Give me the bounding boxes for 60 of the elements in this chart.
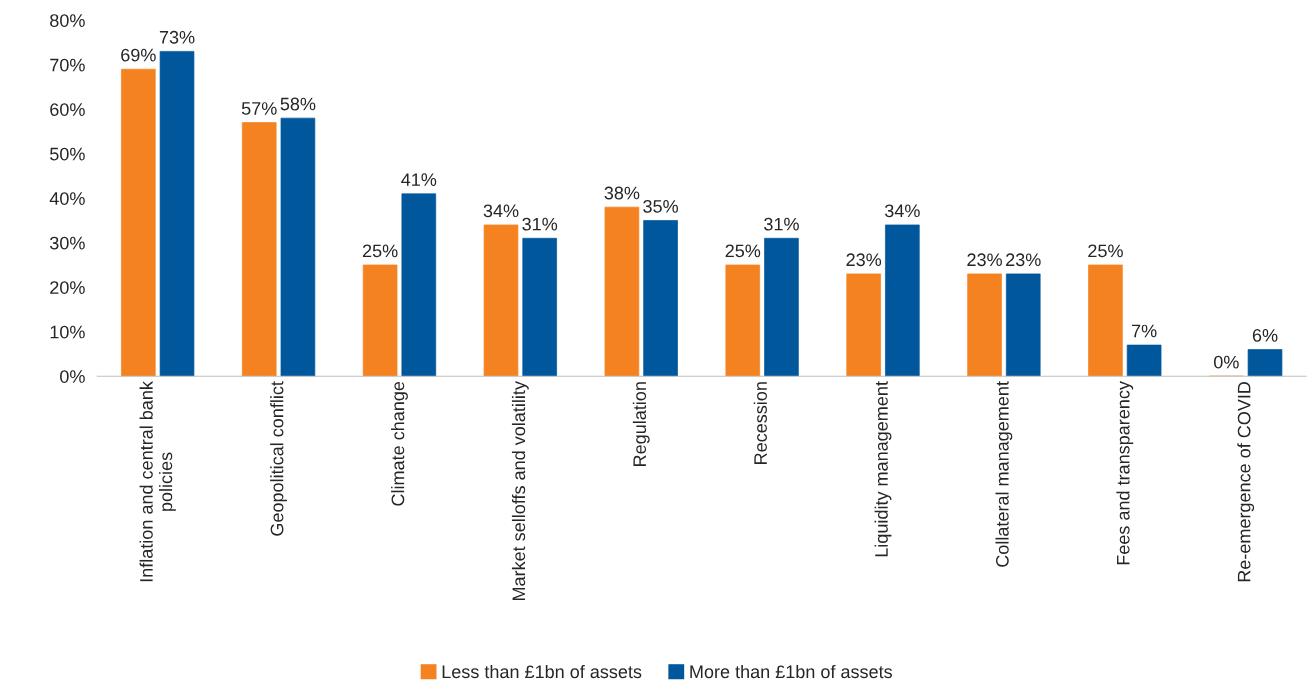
x-tick-label: Recession xyxy=(753,382,767,464)
bar xyxy=(967,273,1002,377)
y-tick-label: 50% xyxy=(50,147,85,161)
bar xyxy=(121,68,156,377)
data-label: 25% xyxy=(725,244,761,258)
bar xyxy=(483,224,519,377)
data-label: 35% xyxy=(643,199,678,213)
bar xyxy=(280,117,316,377)
x-tick-label: Climate change xyxy=(391,381,408,506)
y-tick-label: 80% xyxy=(50,14,85,27)
bar xyxy=(643,220,678,377)
data-label: 23% xyxy=(846,253,882,267)
bar xyxy=(764,237,799,377)
data-label: 41% xyxy=(401,173,437,186)
bar xyxy=(1088,264,1123,377)
data-label: 23% xyxy=(967,253,1002,267)
data-label: 0% xyxy=(1213,355,1239,369)
data-label: 69% xyxy=(121,48,156,62)
bar xyxy=(362,264,398,377)
y-tick-label: 20% xyxy=(50,281,85,294)
bar xyxy=(401,193,437,377)
x-tick-label: Geopolitical conflict xyxy=(270,381,287,536)
bar xyxy=(885,224,920,377)
x-tick-label: Re-emergence of COVID xyxy=(1237,381,1255,582)
data-label: 34% xyxy=(884,204,920,218)
y-tick-label: 70% xyxy=(50,58,85,72)
x-tick-label: Fees and transparency xyxy=(1116,381,1134,565)
y-tick-label: 30% xyxy=(49,236,85,250)
data-label: 7% xyxy=(1132,324,1157,338)
bar xyxy=(159,51,195,377)
y-tick-label: 60% xyxy=(50,103,85,116)
bar xyxy=(604,206,640,377)
data-label: 57% xyxy=(241,102,277,115)
data-label: 58% xyxy=(280,97,316,111)
bar xyxy=(1005,273,1041,377)
bar xyxy=(1126,344,1162,377)
data-label: 25% xyxy=(362,244,398,258)
data-label: 31% xyxy=(764,217,799,231)
data-label: 38% xyxy=(604,186,640,200)
bar xyxy=(241,122,277,377)
data-label: 73% xyxy=(159,30,195,44)
y-tick-label: 40% xyxy=(49,192,85,205)
bar xyxy=(522,237,557,377)
bar xyxy=(1247,349,1283,377)
y-tick-label: 0% xyxy=(60,370,85,383)
legend-label: Less than £1bn of assets xyxy=(442,664,642,679)
x-tick-label: Regulation xyxy=(632,382,650,466)
x-tick-label: Liquidity management xyxy=(874,381,892,557)
x-tick-label: Inflation and central bank policies xyxy=(139,381,176,582)
data-label: 6% xyxy=(1252,329,1278,342)
y-tick-label: 10% xyxy=(50,325,85,339)
data-label: 25% xyxy=(1088,244,1123,258)
x-tick-label: Market selloffs and volatility xyxy=(511,381,529,601)
x-tick-label: Collateral management xyxy=(995,381,1013,567)
bar xyxy=(846,273,881,377)
legend-label: More than £1bn of assets xyxy=(690,664,892,679)
data-label: 23% xyxy=(1006,253,1041,267)
data-label: 31% xyxy=(522,217,558,231)
bar xyxy=(725,264,761,377)
data-label: 34% xyxy=(483,204,519,218)
